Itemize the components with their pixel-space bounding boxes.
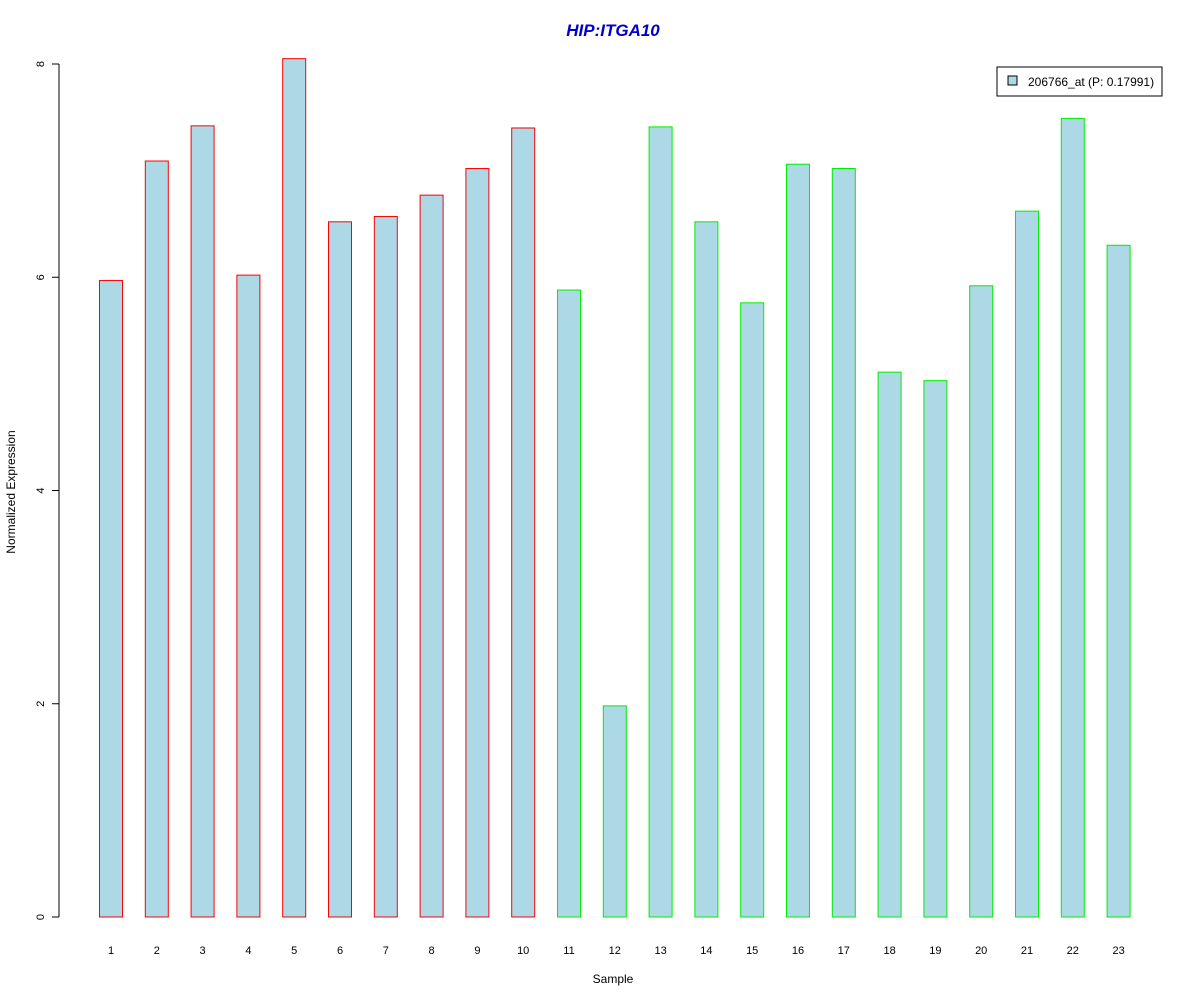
x-tick-label: 17 <box>838 945 850 957</box>
bar-sample-22 <box>1060 117 1085 918</box>
bar-sample-12 <box>602 705 627 918</box>
bar-sample-10 <box>511 127 536 918</box>
bar-sample-4 <box>236 274 261 918</box>
x-tick-labels: 1 2 3 4 5 6 7 8 9 10 11 12 13 14 15 16 17 18 19 20 21 22 23 <box>108 945 1125 957</box>
bar-sample-21 <box>1015 210 1039 918</box>
x-tick-label: 11 <box>563 945 574 957</box>
bar-sample-18 <box>877 371 902 918</box>
legend-label: 206766_at (P: 0.17991) <box>1028 75 1154 89</box>
bar-sample-14 <box>694 221 719 918</box>
x-tick-label: 6 <box>337 945 343 957</box>
chart-title: HIP:ITGA10 <box>566 21 660 40</box>
x-tick-label: 13 <box>654 945 666 957</box>
x-tick-label: 18 <box>883 945 895 957</box>
x-tick-label: 16 <box>792 945 804 957</box>
x-tick-label: 7 <box>383 945 389 957</box>
bar-sample-3 <box>190 125 215 918</box>
bar-sample-9 <box>465 167 490 918</box>
bar-sample-8 <box>419 194 444 918</box>
legend-swatch <box>1007 75 1018 86</box>
y-tick-label: 4 <box>35 487 47 493</box>
bar-sample-7 <box>373 215 398 918</box>
bar-sample-11 <box>557 289 581 918</box>
legend-box <box>996 66 1163 97</box>
x-tick-label: 14 <box>700 945 712 957</box>
x-tick-label: 15 <box>746 945 758 957</box>
x-tick-label: 9 <box>474 945 480 957</box>
x-tick-label: 1 <box>108 945 114 957</box>
bars <box>99 58 1131 918</box>
x-axis-label: Sample <box>593 972 634 986</box>
x-tick-label: 8 <box>429 945 435 957</box>
bar-sample-2 <box>144 160 169 918</box>
y-tick-label: 8 <box>35 61 47 67</box>
x-tick-label: 23 <box>1112 945 1124 957</box>
legend: 206766_at (P: 0.17991) <box>996 66 1163 97</box>
x-tick-label: 22 <box>1067 945 1079 957</box>
bar-sample-19 <box>923 380 948 918</box>
x-tick-label: 21 <box>1021 945 1033 957</box>
x-tick-label: 10 <box>517 945 529 957</box>
y-tick-label: 6 <box>35 274 47 280</box>
x-tick-label: 19 <box>929 945 941 957</box>
bar-sample-13 <box>648 126 673 918</box>
x-tick-label: 20 <box>975 945 987 957</box>
bar-sample-16 <box>786 163 810 918</box>
x-tick-label: 5 <box>291 945 297 957</box>
bar-sample-5 <box>282 58 307 918</box>
x-tick-label: 12 <box>609 945 621 957</box>
bar-sample-6 <box>328 221 352 918</box>
bar-sample-15 <box>740 302 765 918</box>
y-axis: 0 2 4 6 8 <box>35 61 60 920</box>
bar-sample-17 <box>831 167 856 918</box>
bar-sample-20 <box>969 285 994 918</box>
bar-sample-1 <box>99 279 123 918</box>
x-tick-label: 3 <box>200 945 206 957</box>
bar-sample-23 <box>1106 244 1131 918</box>
x-tick-label: 2 <box>154 945 160 957</box>
y-tick-label: 0 <box>35 914 47 920</box>
x-tick-label: 4 <box>245 945 251 957</box>
y-tick-label: 2 <box>35 701 47 707</box>
y-axis-label: Normalized Expression <box>4 430 18 553</box>
